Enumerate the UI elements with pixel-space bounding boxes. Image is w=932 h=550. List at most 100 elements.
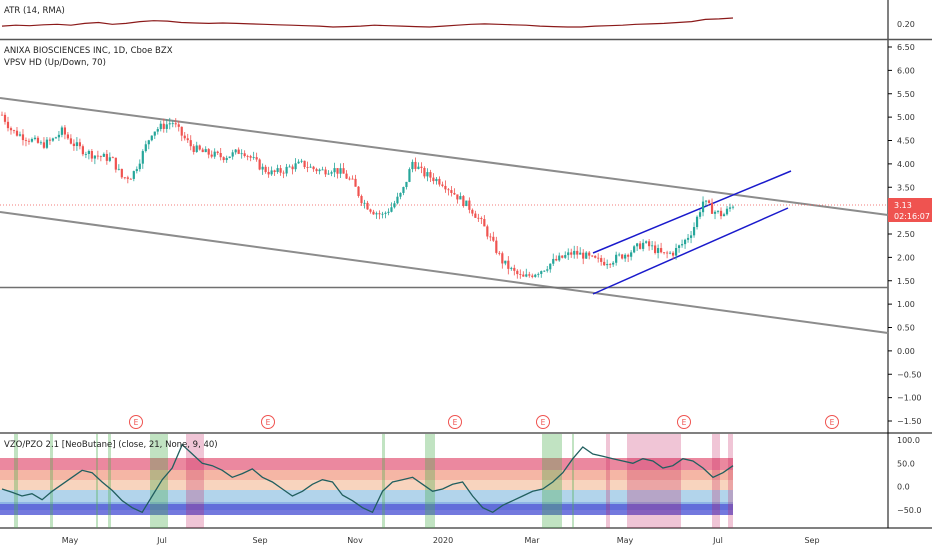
candle-body (225, 157, 228, 161)
candle-body (674, 247, 678, 256)
price-tick-label: 0.00 (897, 347, 915, 356)
candle-body (480, 218, 483, 220)
candle-body (630, 252, 633, 257)
candle-body (606, 264, 609, 266)
vzo-zone-mid-lower (0, 490, 733, 502)
candle-body (375, 213, 378, 215)
candle-body (12, 130, 16, 132)
earnings-marker-circle (536, 415, 550, 429)
price-axis-panel[interactable] (888, 0, 932, 528)
candle-body (414, 161, 417, 169)
candle-body (204, 149, 207, 153)
candle-body (444, 185, 447, 190)
candle-body (252, 157, 255, 158)
candle-body (600, 258, 603, 262)
candle-body (168, 123, 171, 125)
candle-body (0, 114, 4, 116)
candle-body (129, 178, 132, 180)
price-tick-label: −1.50 (897, 417, 922, 426)
candle-body (243, 153, 246, 156)
candle-body (300, 160, 303, 162)
vzo-tick-label: 50.0 (897, 459, 915, 468)
candle-body (264, 166, 267, 172)
candle-body (258, 159, 261, 170)
candle-body (636, 243, 639, 247)
candle-body (6, 121, 10, 129)
candle-body (633, 246, 636, 253)
candle-body (522, 274, 525, 277)
price-tick-label: 5.00 (897, 113, 915, 122)
gray-channel-upper-line[interactable] (0, 97, 889, 216)
candle-body (216, 151, 219, 154)
price-tick-label: −1.00 (897, 394, 922, 403)
time-tick-label: May (617, 536, 634, 545)
price-tick-label: 5.50 (897, 90, 915, 99)
candle-body (492, 236, 495, 241)
candle-body (99, 156, 102, 158)
candle-body (555, 258, 558, 261)
gray-channel-lower-line[interactable] (0, 211, 889, 334)
candle-body (63, 127, 67, 135)
candle-body (429, 172, 432, 178)
candle-body (525, 274, 528, 277)
candle-body (645, 241, 648, 243)
candle-body (180, 126, 183, 136)
candle-body (447, 189, 450, 191)
candle-body (725, 208, 729, 215)
candle-body (273, 170, 276, 172)
candle-body (411, 161, 414, 170)
candle-body (618, 254, 621, 256)
candle-body (450, 190, 453, 193)
time-tick-label: Sep (804, 536, 819, 545)
candle-body (423, 167, 426, 177)
chart-subtitle: VPSV HD (Up/Down, 70) (4, 58, 106, 68)
candle-body (713, 211, 717, 214)
candle-body (51, 138, 55, 141)
candle-body (384, 212, 387, 214)
candle-body (573, 250, 576, 255)
candle-body (662, 252, 666, 254)
vzo-label: VZO/PZO 2.1 [NeoButane] (close, 21, None… (4, 440, 218, 450)
candle-body (288, 166, 291, 168)
candle-body (42, 142, 46, 148)
candle-body (722, 214, 726, 217)
time-tick-label: Jul (156, 536, 167, 545)
atr-label: ATR (14, RMA) (4, 6, 65, 16)
price-tick-label: 4.00 (897, 160, 915, 169)
candle-body (237, 149, 240, 154)
candle-body (357, 186, 360, 196)
candle-body (231, 152, 234, 157)
earnings-marker-letter: E (453, 418, 458, 427)
candle-body (84, 154, 87, 155)
candle-body (123, 177, 126, 179)
candle-body (240, 153, 243, 155)
candle-body (306, 167, 309, 168)
candle-body (291, 166, 294, 170)
candle-body (312, 166, 315, 170)
vzo-overbought-highlight (712, 434, 720, 528)
candle-body (186, 138, 189, 141)
price-tick-label: 1.00 (897, 300, 915, 309)
candle-body (582, 252, 585, 259)
candle-body (171, 123, 174, 125)
candle-body (354, 178, 357, 187)
candle-body (183, 135, 186, 139)
vzo-oversold-highlight (382, 434, 385, 528)
candle-body (360, 195, 363, 204)
candle-body (147, 140, 150, 145)
vzo-zone-mid-upper (0, 480, 733, 490)
candle-body (537, 273, 540, 275)
candle-body (279, 168, 282, 173)
candle-body (348, 178, 351, 180)
price-tick-label: 2.50 (897, 230, 915, 239)
candle-body (69, 138, 73, 144)
candle-body (648, 241, 651, 247)
blue-channel-lower-line[interactable] (592, 207, 789, 295)
candle-body (276, 168, 279, 172)
candle-body (324, 169, 327, 175)
blue-channel-upper-line[interactable] (592, 170, 792, 254)
candle-body (603, 261, 606, 266)
candle-body (18, 134, 22, 136)
candle-body (408, 169, 411, 182)
